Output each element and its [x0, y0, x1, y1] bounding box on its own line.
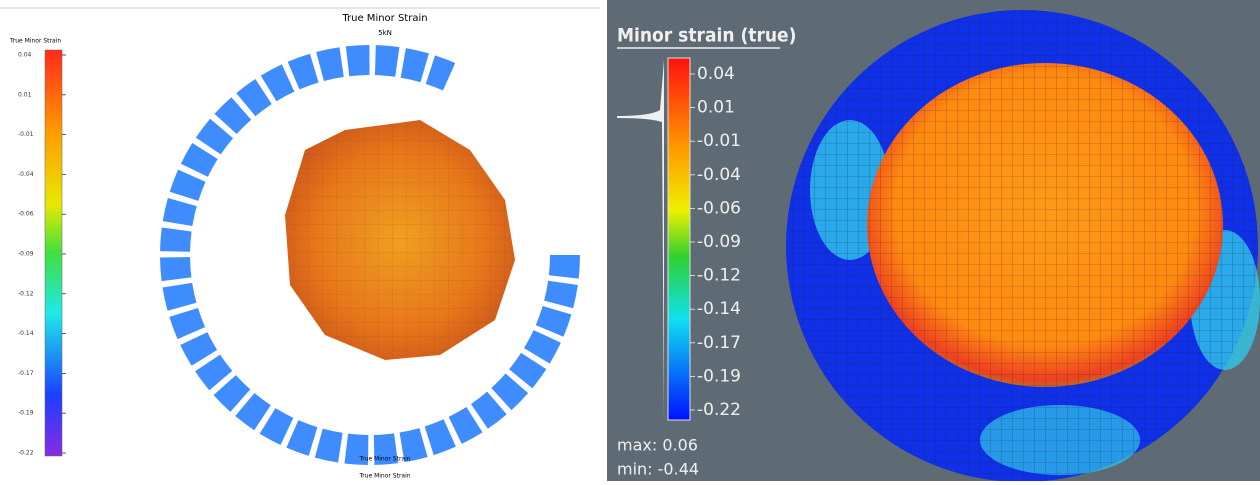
colorbar-tick-label: 0.04: [18, 52, 32, 59]
min-label: min: -0.44: [617, 460, 699, 479]
right-title: Minor strain (true): [617, 25, 796, 47]
left-title: True Minor Strain: [341, 13, 427, 24]
inner-mesh: [285, 120, 515, 360]
colorbar-tick-label: -0.19: [18, 410, 34, 417]
colorbar-tick-label: -0.14: [18, 330, 34, 337]
colorbar-tick-label: -0.09: [697, 232, 741, 252]
page: {"left": {"title": "True Minor Strain", …: [0, 0, 1260, 481]
right-colorbar: [668, 58, 690, 420]
left-subtitle: 5kN: [378, 29, 392, 37]
colorbar-tick-label: 0.01: [697, 98, 735, 118]
colorbar-tick-label: -0.12: [697, 266, 741, 286]
max-label: max: 0.06: [617, 436, 698, 455]
colorbar-tick-label: -0.17: [697, 333, 741, 353]
colorbar-tick-label: -0.14: [697, 299, 741, 319]
colorbar-tick-label: -0.09: [18, 251, 34, 258]
footer-label: True Minor Strain: [358, 473, 410, 480]
colorbar-label: True Minor Strain: [9, 38, 61, 45]
dome-mesh: [867, 63, 1223, 387]
colorbar-tick-label: 0.04: [697, 64, 735, 84]
left-colorbar: [45, 50, 62, 456]
colorbar-tick-label: -0.01: [18, 131, 34, 138]
colorbar-tick-label: -0.06: [697, 198, 741, 218]
colorbar-tick-label: -0.19: [697, 366, 741, 386]
colorbar-tick-label: -0.22: [697, 400, 741, 420]
colorbar-tick-label: -0.12: [18, 290, 34, 297]
colorbar-tick-label: -0.04: [18, 171, 34, 178]
colorbar-tick-label: -0.17: [18, 370, 34, 377]
colorbar-tick-label: -0.01: [697, 131, 741, 151]
colorbar-tick-label: -0.22: [18, 450, 34, 457]
colorbar-tick-label: -0.06: [18, 211, 34, 218]
screenshot: True Minor Strain 5kN True Minor Strain …: [0, 0, 1260, 481]
colorbar-tick-label: -0.04: [697, 165, 741, 185]
footer-label: True Minor Strain: [358, 456, 410, 463]
colorbar-tick-label: 0.01: [18, 91, 32, 98]
